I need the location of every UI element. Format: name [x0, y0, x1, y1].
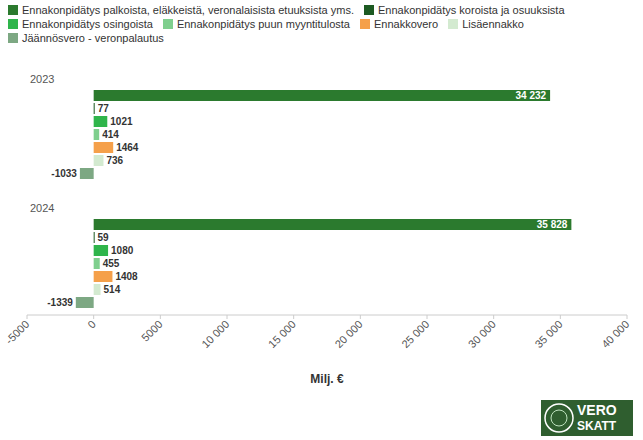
data-label: -1339 — [47, 297, 73, 308]
x-tick-label: 35 000 — [532, 318, 564, 350]
legend-item: Ennakonpidätys puun myyntitulosta — [163, 18, 350, 30]
x-tick-label: 10 000 — [199, 318, 231, 350]
x-tick — [360, 315, 361, 319]
x-tick — [27, 315, 28, 319]
legend-swatch — [360, 19, 370, 29]
logo-text: VERO — [577, 402, 617, 418]
chart: -5000 0 5000 10 000 15 000 20 000 25 000 30 000… — [0, 0, 643, 440]
x-tick-label: 40 000 — [599, 318, 631, 350]
legend-label: Lisäennakko — [462, 18, 524, 30]
bar — [94, 232, 95, 243]
legend-label: Ennakonpidätys koroista ja osuuksista — [378, 4, 565, 16]
logo-bg — [541, 400, 633, 436]
legend: Ennakonpidätys palkoista, eläkkeistä, ve… — [8, 4, 638, 44]
x-tick — [227, 315, 228, 319]
data-label: 34 232 — [515, 90, 546, 101]
legend-swatch — [8, 33, 18, 43]
data-label: 414 — [102, 129, 119, 140]
data-label: 1021 — [110, 116, 133, 127]
x-tick-label: 25 000 — [399, 318, 431, 350]
logo-emblem-inner — [551, 410, 567, 426]
bar — [76, 297, 94, 308]
category-label: 2024 — [30, 202, 54, 214]
x-tick-label: -5000 — [3, 318, 31, 346]
x-tick — [93, 315, 94, 319]
data-label: 514 — [104, 284, 121, 295]
x-axis-title: Milj. € — [310, 372, 344, 386]
data-label: 1464 — [116, 142, 139, 153]
data-label: 77 — [98, 103, 110, 114]
x-tick — [493, 315, 494, 319]
data-label: 35 828 — [537, 219, 568, 230]
logo: VEROSKATT — [541, 400, 633, 436]
legend-swatch — [8, 5, 18, 15]
logo-text: SKATT — [577, 419, 617, 433]
legend-item: Lisäennakko — [448, 18, 524, 30]
x-tick-label: 30 000 — [466, 318, 498, 350]
bar — [94, 103, 95, 114]
logo-emblem — [545, 404, 573, 432]
x-tick — [160, 315, 161, 319]
bar — [94, 284, 101, 295]
x-tick — [427, 315, 428, 319]
data-label: 1408 — [115, 271, 138, 282]
bar — [94, 90, 550, 101]
legend-swatch — [364, 5, 374, 15]
legend-label: Ennakkovero — [374, 18, 438, 30]
x-tick-label: 5000 — [139, 318, 165, 344]
bar — [94, 271, 113, 282]
legend-item: Ennakonpidätys palkoista, eläkkeistä, ve… — [8, 4, 354, 16]
legend-label: Ennakonpidätys osingoista — [22, 18, 153, 30]
data-label: 1080 — [111, 245, 134, 256]
legend-swatch — [163, 19, 173, 29]
legend-item: Ennakkovero — [360, 18, 438, 30]
legend-swatch — [448, 19, 458, 29]
x-tick-label: 0 — [85, 318, 98, 331]
legend-swatch — [8, 19, 18, 29]
bar — [94, 155, 104, 166]
bar — [94, 258, 100, 269]
legend-item: Jäännösvero - veronpalautus — [8, 32, 164, 44]
data-label: 59 — [97, 232, 109, 243]
legend-label: Ennakonpidätys palkoista, eläkkeistä, ve… — [22, 4, 354, 16]
legend-item: Ennakonpidätys osingoista — [8, 18, 153, 30]
data-label: -1033 — [51, 168, 77, 179]
bar — [80, 168, 94, 179]
bar — [94, 116, 108, 127]
bar — [94, 129, 100, 140]
x-tick — [560, 315, 561, 319]
bar — [94, 142, 114, 153]
data-labels: 34 232 771021 414 1464 736 -1033 35 828 591080 4… — [47, 90, 568, 308]
legend-label: Ennakonpidätys puun myyntitulosta — [177, 18, 350, 30]
x-tick-label: 15 000 — [266, 318, 298, 350]
bar — [94, 219, 572, 230]
legend-item: Ennakonpidätys koroista ja osuuksista — [364, 4, 565, 16]
legend-label: Jäännösvero - veronpalautus — [22, 32, 164, 44]
category-label: 2023 — [30, 73, 54, 85]
data-label: 455 — [103, 258, 120, 269]
x-tick — [293, 315, 294, 319]
x-tick-label: 20 000 — [332, 318, 364, 350]
x-tick — [627, 315, 628, 319]
x-axis-line — [27, 315, 627, 316]
bars — [76, 90, 572, 308]
bar — [94, 245, 108, 256]
data-label: 736 — [106, 155, 123, 166]
